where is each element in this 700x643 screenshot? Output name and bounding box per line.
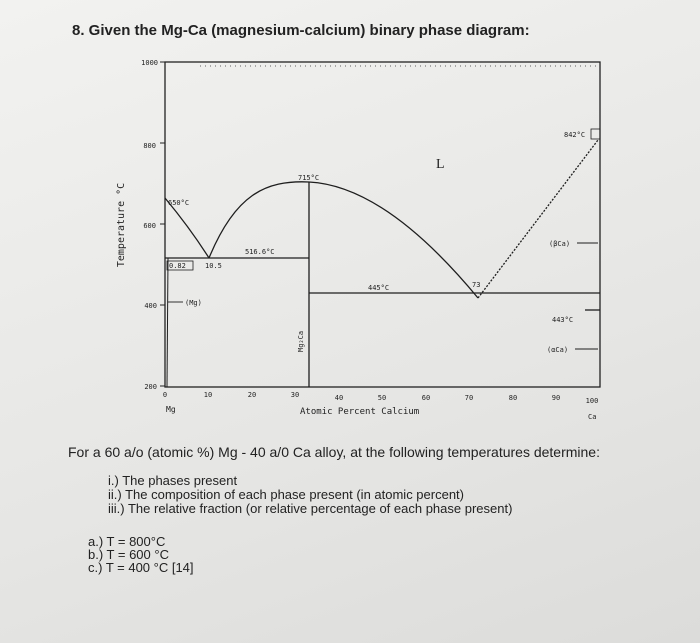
eutectic1-comp-label: 0.82	[169, 262, 186, 270]
subpart-list: i.) The phases present ii.) The composit…	[108, 474, 512, 516]
liquidus-mg-side	[164, 197, 210, 259]
compound-melting-label: 715°C	[298, 174, 319, 182]
temperature-item: c.) T = 400 °C [14]	[88, 560, 194, 575]
ca-melting-box	[590, 128, 601, 140]
liquidus-compound-right	[308, 181, 479, 299]
x-tick-label: 20	[248, 391, 256, 399]
x-tick-label: 100	[586, 397, 599, 405]
eutectic1-temp-label: 516.6°C	[245, 248, 275, 256]
eutectic2-temp-label: 445°C	[368, 284, 389, 292]
temperature-item: a.) T = 800°C	[88, 534, 166, 549]
x-tick-label: 50	[378, 394, 386, 402]
y-tick-label: 1000	[141, 59, 158, 67]
left-element-label: Mg	[166, 405, 176, 414]
y-tick-label: 200	[144, 383, 157, 391]
x-tick-label: 40	[335, 394, 343, 402]
mg-solvus	[166, 257, 169, 388]
eutectic1-point-label: 10.5	[205, 262, 222, 270]
y-axis-title: Temperature °C	[116, 183, 127, 267]
mg-melting-label: 650°C	[168, 199, 189, 207]
x-tick-label: 60	[422, 394, 430, 402]
beta-ca-label: (βCa)	[549, 240, 570, 248]
x-tick-label: 80	[509, 394, 517, 402]
liquidus-compound-left	[208, 181, 310, 259]
x-tick-label: 90	[552, 394, 560, 402]
eutectic2-comp-label: 73	[472, 281, 480, 289]
y-ticks	[160, 61, 165, 387]
x-tick-label: 10	[204, 391, 212, 399]
eutectic1-comp-box	[166, 260, 194, 271]
right-element-label: Ca	[588, 413, 596, 421]
temperature-list: a.) T = 800°C b.) T = 600 °C c.) T = 400…	[88, 535, 194, 574]
liquid-label: L	[436, 157, 445, 172]
liquidus-ca-side	[477, 139, 599, 299]
y-tick-label: 800	[143, 142, 156, 150]
subpart-item: i.) The phases present	[108, 473, 238, 488]
alpha-ca-label: (αCa)	[547, 346, 568, 354]
question-title: 8. Given the Mg-Ca (magnesium-calcium) b…	[72, 22, 530, 39]
ca-transform-label: 443°C	[552, 316, 573, 324]
x-tick-label: 70	[465, 394, 473, 402]
compound-label: Mg₂Ca	[297, 331, 305, 352]
temperature-item: b.) T = 600 °C	[88, 547, 169, 562]
question-prompt: For a 60 a/o (atomic %) Mg - 40 a/0 Ca a…	[68, 444, 600, 460]
subpart-item: iii.) The relative fraction (or relative…	[108, 501, 513, 516]
mg-phase-label: (Mg)	[185, 299, 202, 307]
y-tick-label: 600	[143, 222, 156, 230]
ca-melting-label: 842°C	[564, 131, 585, 139]
x-tick-label: 30	[291, 391, 299, 399]
x-axis-title: Atomic Percent Calcium	[300, 407, 419, 417]
y-tick-label: 400	[144, 302, 157, 310]
x-tick-label: 0	[163, 391, 167, 399]
plot-frame	[164, 61, 601, 388]
subpart-item: ii.) The composition of each phase prese…	[108, 487, 464, 502]
